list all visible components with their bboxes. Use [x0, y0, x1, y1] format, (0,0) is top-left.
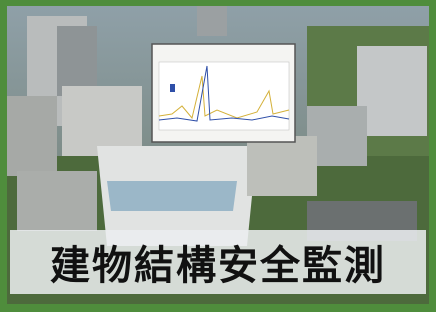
building: [17, 171, 97, 231]
building: [62, 86, 142, 156]
building: [197, 6, 227, 36]
building: [357, 46, 427, 136]
building: [7, 96, 57, 176]
building: [57, 26, 97, 96]
caption-band: 建物結構安全監測: [10, 230, 426, 294]
frame: 建物結構安全監測: [0, 0, 436, 312]
caption: 建物結構安全監測: [10, 230, 426, 294]
inset-chart: [152, 44, 295, 142]
windows: [107, 181, 237, 211]
marker: [170, 84, 175, 92]
building: [247, 136, 317, 196]
